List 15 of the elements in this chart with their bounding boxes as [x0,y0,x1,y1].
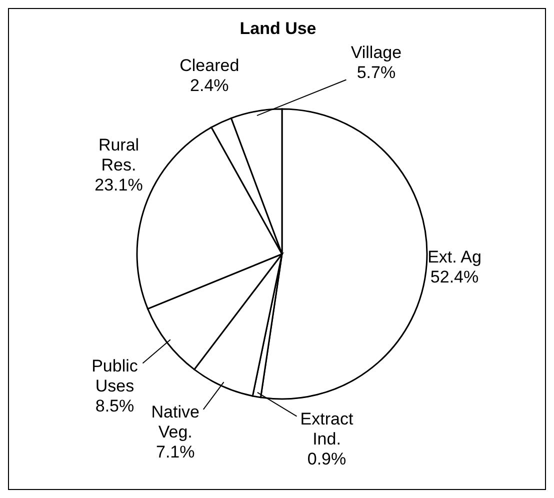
data-label: 8.5% [95,396,134,416]
slice-label: Rural Res. [98,136,140,175]
data-label: 5.7% [356,62,396,82]
data-label: 2.4% [190,76,229,95]
data-label: 23.1% [94,176,143,195]
data-label: 52.4% [430,268,479,287]
slice-label: Extract Ind. [300,409,354,448]
slice-label: Cleared [180,56,240,75]
data-label: 7.1% [156,442,195,462]
slice-label: Public Uses [92,356,138,396]
slice-label: Ext. Ag [428,248,482,267]
chart-title: Land Use [238,19,318,39]
slice-label: Native Veg. [151,402,200,442]
data-label: 0.9% [307,449,346,468]
slice-label: Village [350,42,402,62]
